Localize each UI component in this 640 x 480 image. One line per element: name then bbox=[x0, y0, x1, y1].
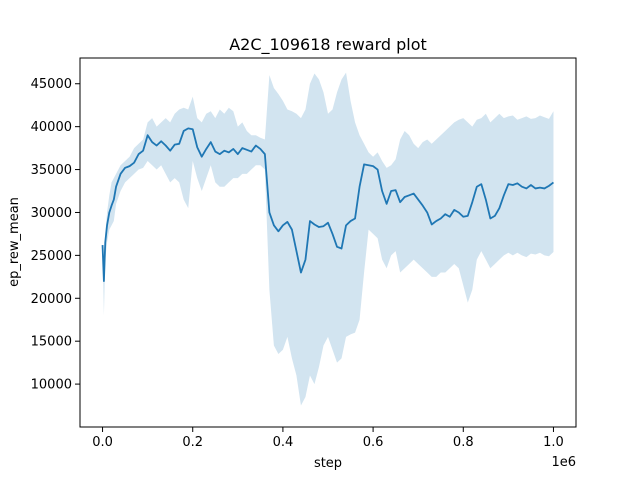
axes-frame bbox=[79, 57, 577, 428]
x-tick-label: 0.4 bbox=[273, 435, 294, 450]
confidence-band bbox=[102, 72, 554, 406]
x-axis-offset-label: 1e6 bbox=[551, 455, 576, 470]
y-tick-label: 10000 bbox=[31, 378, 72, 393]
y-tick-label: 15000 bbox=[31, 335, 72, 350]
y-axis: 10000 15000 20000 25000 30000 35000 40000 45000 bbox=[31, 77, 80, 393]
x-axis: 0.0 0.2 0.4 0.6 0.8 1.0 bbox=[92, 427, 564, 450]
x-tick-label: 0.0 bbox=[92, 435, 113, 450]
x-tick-label: 0.6 bbox=[363, 435, 384, 450]
y-tick-label: 20000 bbox=[31, 292, 72, 307]
y-tick-label: 30000 bbox=[31, 206, 72, 221]
mean-reward-line bbox=[101, 127, 554, 283]
x-tick-label: 1.0 bbox=[543, 435, 564, 450]
y-tick-label: 45000 bbox=[31, 77, 72, 92]
y-axis-label: ep_rew_mean bbox=[7, 197, 22, 287]
y-tick-label: 40000 bbox=[31, 120, 72, 135]
chart-title: A2C_109618 reward plot bbox=[229, 35, 427, 55]
y-tick-label: 25000 bbox=[31, 249, 72, 264]
x-tick-label: 0.2 bbox=[182, 435, 203, 450]
x-tick-label: 0.8 bbox=[453, 435, 474, 450]
y-tick-label: 35000 bbox=[31, 163, 72, 178]
plot-area bbox=[101, 72, 554, 406]
x-axis-label: step bbox=[314, 456, 342, 471]
